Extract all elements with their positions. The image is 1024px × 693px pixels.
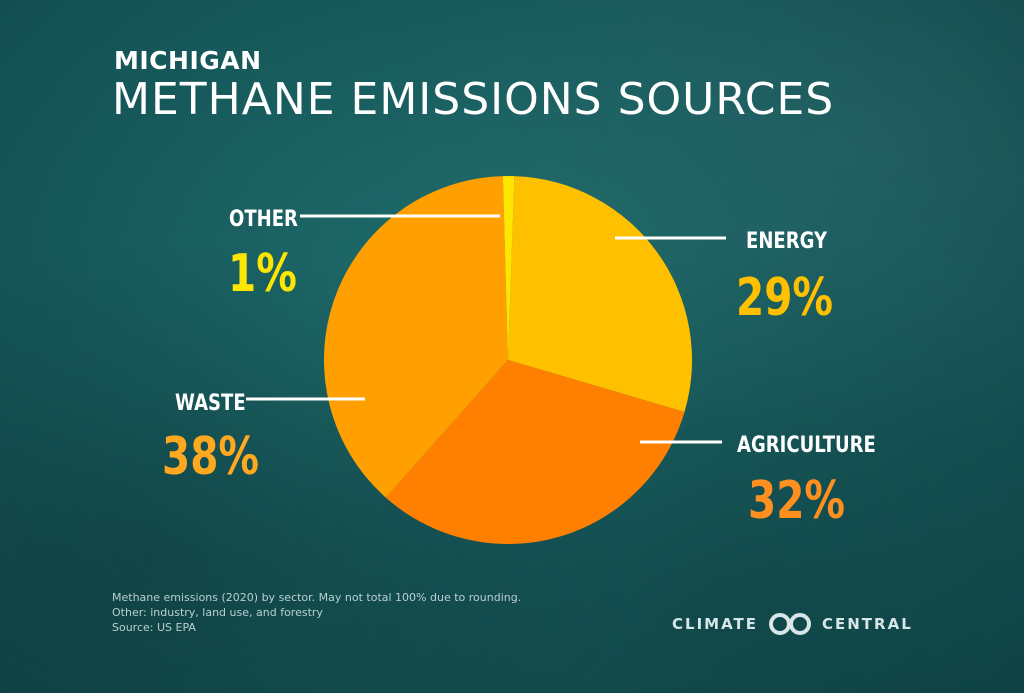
leader-lines bbox=[246, 214, 726, 444]
slice-value-agriculture: 32% bbox=[748, 470, 845, 530]
slice-label-waste: WASTE bbox=[175, 389, 246, 415]
pie-slice-waste bbox=[323, 176, 508, 498]
footnote-line-1: Methane emissions (2020) by sector. May … bbox=[112, 591, 522, 604]
footnote-line-3: Source: US EPA bbox=[112, 621, 196, 634]
chart-subtitle: MICHIGAN bbox=[114, 46, 262, 75]
slice-value-other: 1% bbox=[228, 243, 297, 303]
slice-label-other: OTHER bbox=[229, 205, 298, 231]
climate-central-logo-icon bbox=[769, 613, 811, 635]
brand-logo: CLIMATE CENTRAL bbox=[672, 612, 913, 636]
footnote: Methane emissions (2020) by sector. May … bbox=[112, 590, 521, 635]
slice-labels: ENERGY 29% AGRICULTURE 32% WASTE 38% OTHER 1% bbox=[162, 205, 876, 530]
brand-name-right: CENTRAL bbox=[822, 615, 913, 633]
pie-slice-other bbox=[502, 175, 515, 360]
slice-value-energy: 29% bbox=[736, 267, 833, 327]
slice-label-agriculture: AGRICULTURE bbox=[737, 431, 876, 457]
pie-slices bbox=[323, 175, 693, 545]
pie-slice-energy bbox=[508, 176, 693, 412]
slice-value-waste: 38% bbox=[162, 426, 259, 486]
chart-title: METHANE EMISSIONS SOURCES bbox=[112, 74, 835, 125]
footnote-line-2: Other: industry, land use, and forestry bbox=[112, 606, 323, 619]
slice-label-energy: ENERGY bbox=[746, 227, 827, 253]
pie-slice-agriculture bbox=[385, 360, 685, 545]
brand-name-left: CLIMATE bbox=[672, 615, 758, 633]
